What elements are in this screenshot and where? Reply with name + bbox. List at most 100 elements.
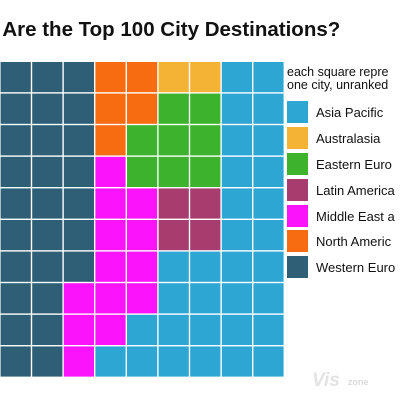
waffle-square (190, 283, 221, 314)
waffle-square (127, 125, 158, 156)
waffle-square (32, 220, 63, 251)
waffle-square (63, 220, 94, 251)
waffle-square (95, 220, 126, 251)
waffle-square (158, 346, 189, 377)
legend-swatch (287, 204, 308, 227)
waffle-square (127, 93, 158, 124)
waffle-square (158, 62, 189, 93)
waffle-square (253, 188, 284, 219)
waffle-square (190, 156, 221, 187)
waffle-square (32, 156, 63, 187)
waffle-square (253, 62, 284, 93)
waffle-square (190, 314, 221, 345)
waffle-square (221, 314, 252, 345)
waffle-square (158, 156, 189, 187)
waffle-square (63, 314, 94, 345)
waffle-square (95, 62, 126, 93)
waffle-square (253, 346, 284, 377)
waffle-square (95, 314, 126, 345)
waffle-grid (0, 62, 284, 377)
waffle-square (0, 283, 31, 314)
waffle-square (127, 346, 158, 377)
waffle-square (221, 220, 252, 251)
unit-note: each square repre one city, unranked (287, 66, 388, 92)
waffle-square (253, 125, 284, 156)
waffle-square (95, 93, 126, 124)
waffle-square (63, 125, 94, 156)
waffle-square (32, 283, 63, 314)
waffle-square (127, 283, 158, 314)
waffle-square (158, 220, 189, 251)
legend-swatch (287, 230, 308, 253)
waffle-square (190, 125, 221, 156)
waffle-square (127, 251, 158, 282)
waffle-square (95, 346, 126, 377)
waffle-square (63, 156, 94, 187)
waffle-square (158, 93, 189, 124)
waffle-square (0, 220, 31, 251)
waffle-square (32, 188, 63, 219)
waffle-square (221, 251, 252, 282)
waffle-square (32, 346, 63, 377)
waffle-square (190, 93, 221, 124)
waffle-square (32, 251, 63, 282)
waffle-square (221, 346, 252, 377)
waffle-square (221, 62, 252, 93)
watermark-logo-text: Vis (312, 370, 340, 391)
waffle-square (253, 93, 284, 124)
waffle-square (127, 314, 158, 345)
waffle-square (253, 283, 284, 314)
waffle-square (190, 188, 221, 219)
watermark-logo: Vis zone (312, 370, 394, 396)
waffle-square (253, 314, 284, 345)
legend-label: North Americ (316, 234, 392, 250)
waffle-square (158, 188, 189, 219)
legend-swatch (287, 256, 308, 279)
waffle-square (63, 62, 94, 93)
legend-swatch (287, 178, 308, 201)
waffle-square (0, 188, 31, 219)
legend-label: Asia Pacific (316, 105, 384, 120)
waffle-square (32, 93, 63, 124)
waffle-square (190, 346, 221, 377)
waffle-square (221, 188, 252, 219)
waffle-square (127, 220, 158, 251)
waffle-square (0, 314, 31, 345)
unit-note-line: one city, unranked (287, 78, 389, 92)
waffle-square (0, 93, 31, 124)
waffle-square (221, 283, 252, 314)
waffle-square (95, 188, 126, 219)
waffle-square (0, 125, 31, 156)
waffle-square (253, 251, 284, 282)
waffle-square (95, 125, 126, 156)
waffle-square (0, 346, 31, 377)
waffle-square (190, 62, 221, 93)
waffle-square (32, 314, 63, 345)
waffle-square (190, 251, 221, 282)
legend-label: Western Euro (316, 260, 396, 276)
legend-label: Middle East a (316, 208, 395, 224)
legend-label: Eastern Euro (316, 156, 392, 172)
waffle-square (221, 93, 252, 124)
legend-label: Latin America (316, 182, 395, 198)
waffle-square (0, 251, 31, 282)
waffle-square (158, 314, 189, 345)
waffle-square (127, 62, 158, 93)
waffle-square (0, 62, 31, 93)
watermark-tag: zone (348, 377, 369, 387)
waffle-square (190, 220, 221, 251)
waffle-square (221, 156, 252, 187)
legend-swatch (287, 126, 308, 149)
waffle-square (253, 156, 284, 187)
waffle-square (95, 283, 126, 314)
waffle-square (127, 188, 158, 219)
waffle-square (32, 125, 63, 156)
waffle-square (158, 251, 189, 282)
waffle-square (63, 283, 94, 314)
waffle-square (158, 125, 189, 156)
waffle-square (32, 62, 63, 93)
waffle-square (0, 156, 31, 187)
waffle-square (158, 283, 189, 314)
waffle-square (63, 93, 94, 124)
